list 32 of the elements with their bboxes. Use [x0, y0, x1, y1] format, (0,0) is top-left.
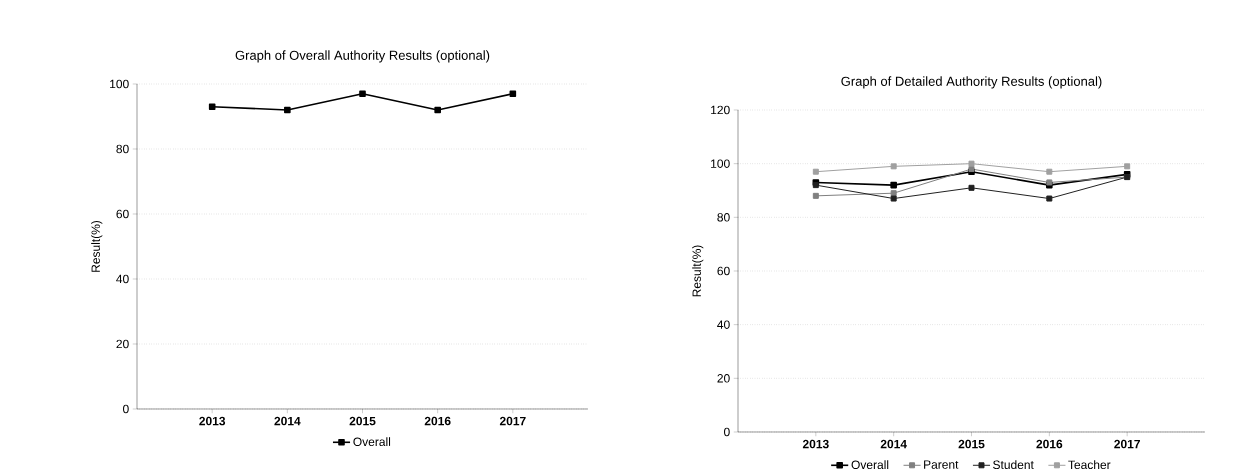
- y-tick-label: 0: [724, 427, 730, 437]
- x-tick-label: 2017: [499, 416, 526, 426]
- y-tick-label: 40: [717, 320, 730, 329]
- legend-label: Student: [993, 460, 1034, 469]
- x-tick-label: 2014: [274, 416, 301, 426]
- y-axis-title: Result(%): [692, 245, 704, 297]
- x-tick-label: 2017: [1114, 439, 1140, 449]
- chart-title: Graph of Detailed Authority Results (optional): [841, 76, 1102, 89]
- y-tick-label: 60: [717, 266, 730, 276]
- x-tick-label: 2013: [199, 416, 226, 426]
- legend-label: Overall: [851, 460, 889, 469]
- y-tick-label: 20: [116, 339, 129, 349]
- x-tick-label: 2016: [424, 416, 451, 426]
- x-tick-label: 2013: [802, 439, 829, 449]
- y-tick-label: 60: [116, 209, 129, 219]
- legend-label: Parent: [924, 460, 959, 469]
- y-tick-label: 0: [123, 404, 129, 414]
- y-tick-label: 20: [717, 374, 730, 383]
- y-tick-label: 80: [116, 144, 129, 154]
- y-tick-label: 40: [116, 274, 129, 284]
- x-tick-label: 2014: [880, 439, 907, 449]
- x-tick-label: 2015: [958, 439, 985, 449]
- legend-label: Teacher: [1068, 460, 1111, 469]
- y-tick-label: 100: [110, 79, 129, 89]
- y-tick-label: 120: [711, 105, 730, 115]
- legend-label: Overall: [353, 437, 391, 446]
- x-tick-label: 2016: [1036, 439, 1063, 449]
- y-tick-label: 100: [711, 159, 730, 168]
- y-tick-label: 80: [717, 213, 730, 222]
- chart-title: Graph of Overall Authority Results (optional): [235, 50, 490, 63]
- x-tick-label: 2015: [349, 416, 376, 426]
- y-axis-title: Result(%): [91, 220, 103, 272]
